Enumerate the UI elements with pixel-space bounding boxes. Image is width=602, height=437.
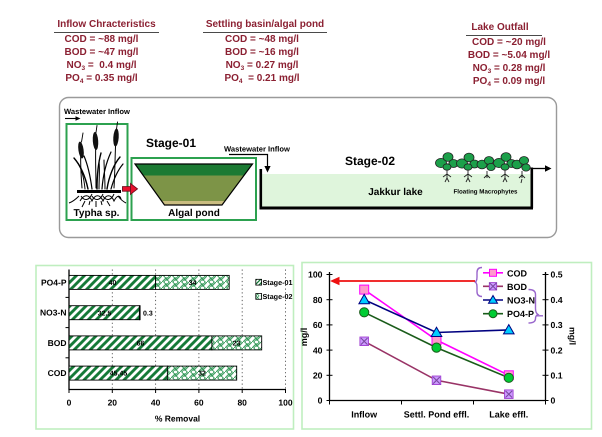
svg-text:% Removal: % Removal (155, 413, 200, 423)
svg-text:BOD: BOD (48, 338, 67, 348)
svg-text:0.5: 0.5 (551, 270, 563, 280)
svg-text:Algal pond: Algal pond (168, 208, 220, 219)
svg-text:Wastewater Inflow: Wastewater Inflow (64, 107, 130, 116)
svg-text:40: 40 (313, 345, 323, 355)
svg-text:Stage-01: Stage-01 (146, 136, 196, 150)
svg-text:100: 100 (308, 270, 323, 280)
svg-text:COD: COD (48, 368, 67, 378)
svg-text:60: 60 (194, 398, 204, 408)
svg-text:40: 40 (151, 398, 161, 408)
svg-text:mg/l: mg/l (568, 327, 578, 345)
svg-text:Stage-01: Stage-01 (263, 278, 293, 287)
svg-text:20: 20 (108, 398, 118, 408)
svg-text:0.4: 0.4 (551, 295, 563, 305)
svg-text:60: 60 (313, 320, 323, 330)
svg-text:NO3-N: NO3-N (40, 308, 66, 318)
svg-text:40: 40 (109, 280, 117, 287)
svg-text:Typha sp.: Typha sp. (74, 208, 120, 219)
svg-text:0.1: 0.1 (551, 371, 563, 381)
svg-text:Wastewater Inflow: Wastewater Inflow (224, 145, 290, 154)
svg-text:mg/l: mg/l (299, 328, 309, 347)
svg-text:32: 32 (198, 371, 206, 378)
svg-text:80: 80 (237, 398, 247, 408)
svg-text:PO4-P: PO4-P (41, 277, 67, 287)
svg-text:Jakkur lake: Jakkur lake (368, 187, 423, 198)
svg-text:66: 66 (137, 341, 145, 348)
svg-text:COD: COD (507, 268, 528, 278)
svg-text:0: 0 (551, 396, 556, 406)
svg-text:0.3: 0.3 (551, 320, 563, 330)
svg-text:23: 23 (233, 341, 241, 348)
svg-text:Floating Macrophytes: Floating Macrophytes (454, 188, 519, 195)
svg-text:PO4-P: PO4-P (507, 309, 534, 319)
svg-text:0.2: 0.2 (551, 345, 563, 355)
svg-text:0.3: 0.3 (143, 310, 153, 317)
svg-text:Lake effl.: Lake effl. (489, 410, 528, 420)
svg-text:34: 34 (189, 280, 197, 287)
svg-text:100: 100 (278, 398, 292, 408)
svg-text:NO3-N: NO3-N (507, 296, 535, 306)
svg-text:20: 20 (313, 371, 323, 381)
svg-text:0: 0 (67, 398, 72, 408)
svg-text:Inflow: Inflow (351, 410, 378, 420)
svg-text:32.5: 32.5 (98, 310, 112, 317)
svg-text:Stage-02: Stage-02 (263, 292, 293, 301)
svg-text:Settl. Pond effl.: Settl. Pond effl. (404, 410, 470, 420)
svg-text:0: 0 (318, 396, 323, 406)
svg-text:45.45: 45.45 (110, 371, 128, 378)
svg-text:BOD: BOD (507, 282, 528, 292)
svg-text:Stage-02: Stage-02 (345, 154, 395, 168)
svg-text:80: 80 (313, 295, 323, 305)
